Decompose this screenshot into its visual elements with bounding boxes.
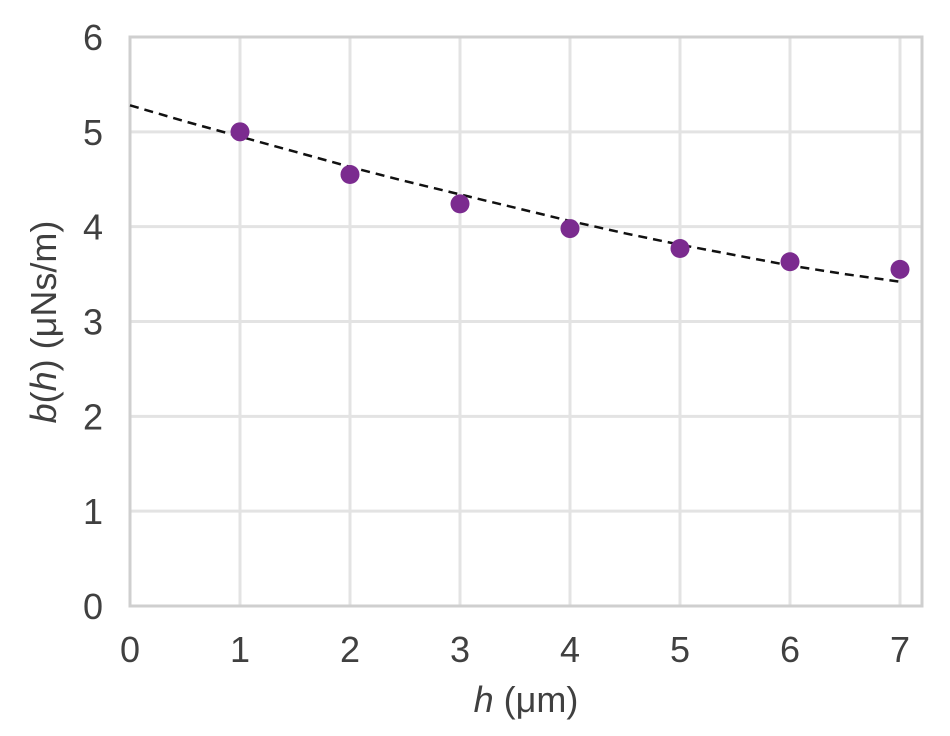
y-axis-label: b(h) (μNs/m) [23,221,64,424]
data-point [670,238,690,258]
y-tick-labels: 0 1 2 3 4 5 6 [83,17,103,627]
grid [130,37,922,606]
data-point [780,252,800,272]
y-tick-label: 0 [83,586,103,627]
y-axis-label-var2: h [23,371,64,391]
y-axis-label-var1: b [23,403,64,423]
x-axis-label: h (μm) [474,679,579,720]
data-point [560,219,580,239]
x-axis-label-var: h [474,679,494,720]
x-tick-label: 6 [780,629,800,670]
data-point [890,259,910,279]
x-tick-label: 4 [560,629,580,670]
y-tick-label: 2 [83,396,103,437]
y-axis-label-paren: ( [23,391,64,403]
x-tick-label: 5 [670,629,690,670]
y-tick-label: 4 [83,207,103,248]
x-axis-label-unit: (μm) [494,679,579,720]
y-tick-label: 6 [83,17,103,58]
x-tick-label: 1 [230,629,250,670]
data-point [340,165,360,185]
x-tick-label: 7 [890,629,910,670]
x-tick-labels: 0 1 2 3 4 5 6 7 [120,629,910,670]
x-tick-label: 3 [450,629,470,670]
x-tick-label: 0 [120,629,140,670]
y-tick-label: 1 [83,491,103,532]
data-point [450,194,470,214]
data-point [230,122,250,142]
y-tick-label: 3 [83,302,103,343]
y-axis-label-unit: ) (μNs/m) [23,221,64,372]
x-tick-label: 2 [340,629,360,670]
y-tick-label: 5 [83,112,103,153]
series-layer [129,104,910,283]
plot-frame [128,35,924,608]
fit-line [129,104,901,283]
